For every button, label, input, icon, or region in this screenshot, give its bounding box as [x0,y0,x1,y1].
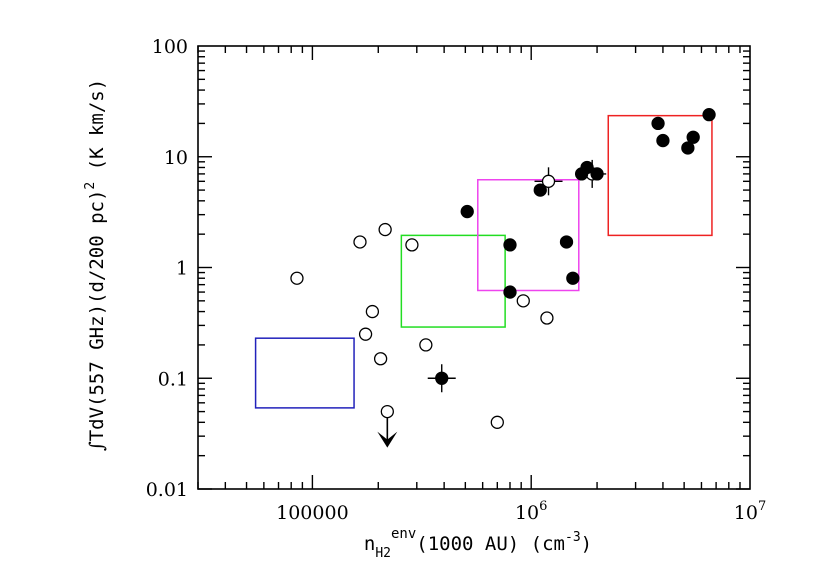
x-tick-label: 107 [734,499,766,524]
region-box [400,234,506,328]
plot-border [197,45,751,490]
x-axis-title: nH2env(1000 AU) (cm-3) [364,526,592,561]
filled-data-point [460,204,474,219]
filled-data-point [686,130,700,144]
open-data-point [380,404,394,419]
open-data-point [490,415,504,429]
filled-data-point [702,107,716,122]
y-tick-label: 100 [152,36,188,58]
x-tick-label-base: 10 [734,502,758,524]
filled-data-point [580,160,594,175]
filled-data-point [590,167,604,181]
filled-data-point [503,285,517,299]
open-data-point [365,304,380,319]
plot-frame [197,45,751,490]
x-tick-label-exponent: 6 [539,499,547,514]
filled-data-point [566,271,580,285]
x-tick-label-base: 100000 [276,502,349,524]
filled-data-point [559,235,574,249]
open-data-point [419,338,433,352]
y-axis-title: ∫TdV(557 GHz)(d/200 pc)2 (K km/s) [83,79,108,451]
upper-limit-arrow-head [377,431,398,448]
open-data-point [290,271,304,285]
x-tick-label: 106 [515,499,547,524]
y-tick-label: 10 [164,147,188,169]
open-data-point [516,294,530,308]
open-data-point [353,235,367,249]
filled-data-point [533,183,547,197]
region-box [477,178,580,292]
open-data-point [540,311,554,325]
y-tick-label: 0.01 [146,479,188,501]
region-box [254,337,355,409]
region-box [607,114,713,237]
region-boxes [254,114,713,409]
x-tick-label-base: 10 [515,502,539,524]
open-data-point [373,352,388,366]
data-points [290,107,716,448]
open-data-point [358,327,373,341]
y-tick-label: 1 [176,258,188,280]
x-tick-label-exponent: 7 [758,499,766,514]
x-tick-label: 100000 [276,502,349,524]
open-data-point [541,174,556,188]
open-data-point [405,238,419,252]
filled-data-point [656,133,670,148]
open-data-point [378,222,392,237]
filled-data-point [681,141,695,155]
filled-data-point [651,116,665,131]
y-tick-label: 0.1 [158,368,188,390]
filled-data-point [503,238,517,252]
filled-data-point [435,371,449,385]
